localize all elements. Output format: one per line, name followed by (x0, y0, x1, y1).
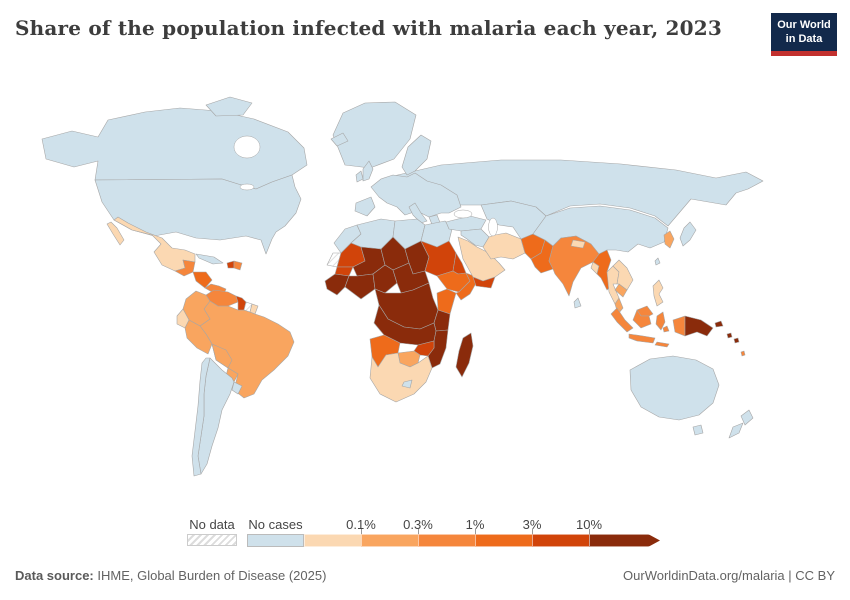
legend-color-bar (247, 534, 660, 547)
caspian-sea (488, 217, 498, 237)
country-guinea-group[interactable] (324, 273, 350, 296)
country-uruguay[interactable] (231, 381, 243, 395)
country-yemen[interactable] (472, 276, 496, 289)
hudson-bay (233, 135, 261, 159)
legend-no-data-label: No data (189, 517, 235, 532)
country-sri-lanka[interactable] (573, 297, 582, 309)
legend-tick-1: 1% (465, 517, 485, 532)
legend-tick-mark (361, 529, 362, 534)
country-madagascar[interactable] (455, 332, 474, 378)
legend-bin-3-10[interactable] (532, 534, 589, 547)
country-nz-north[interactable] (740, 409, 754, 426)
country-kenya[interactable] (436, 288, 457, 315)
country-guatemala[interactable] (174, 259, 196, 277)
country-lesser-sunda[interactable] (654, 341, 670, 348)
country-cuba[interactable] (195, 253, 224, 265)
legend-tick-0.1: 0.1% (346, 517, 376, 532)
owid-logo-box: Our World in Data (771, 13, 837, 51)
country-chile[interactable] (191, 357, 211, 477)
country-india[interactable] (548, 235, 600, 297)
country-dominican-republic[interactable] (233, 260, 243, 271)
data-source-text: IHME, Global Burden of Disease (2025) (93, 568, 327, 583)
country-australia[interactable] (629, 355, 720, 421)
country-java[interactable] (628, 333, 656, 344)
legend-bin-lt-0.1[interactable] (304, 534, 361, 547)
country-ivory-ghana[interactable] (344, 273, 376, 300)
country-lesotho[interactable] (401, 379, 413, 389)
footer-url-link[interactable]: OurWorldinData.org/malaria (623, 568, 785, 583)
legend-bin-1-3[interactable] (475, 534, 532, 547)
country-canada[interactable] (41, 107, 308, 190)
country-baja[interactable] (106, 221, 125, 246)
country-arctic-islands[interactable] (205, 96, 253, 117)
country-turkey[interactable] (445, 215, 487, 232)
black-sea (453, 209, 473, 219)
country-nepal-bhutan[interactable] (570, 239, 586, 249)
footer: Data source: IHME, Global Burden of Dise… (15, 568, 835, 583)
country-bolivia[interactable] (211, 343, 233, 369)
country-new-britain[interactable] (714, 320, 724, 328)
owid-logo[interactable]: Our World in Data (771, 13, 837, 56)
country-kalimantan[interactable] (632, 309, 652, 329)
legend-tick-mark (475, 529, 476, 534)
country-taiwan[interactable] (654, 257, 661, 266)
owid-logo-red-bar (771, 51, 837, 56)
country-honduras-nicaragua[interactable] (192, 271, 213, 289)
country-tasmania[interactable] (692, 424, 704, 436)
legend-bin-gt-10[interactable] (589, 534, 660, 547)
country-papua-indonesia[interactable] (672, 315, 686, 337)
country-japan[interactable] (679, 221, 697, 247)
country-europe-mainland[interactable] (370, 172, 462, 218)
legend-tick-mark (532, 529, 533, 534)
country-philippines[interactable] (652, 279, 664, 307)
country-greenland[interactable] (332, 101, 417, 169)
country-iberia[interactable] (354, 196, 376, 217)
country-levant-iraq[interactable] (460, 228, 490, 248)
country-sulawesi[interactable] (655, 311, 666, 331)
country-papua-new-guinea[interactable] (684, 315, 714, 337)
owid-logo-line1: Our World (777, 19, 831, 31)
data-source-line: Data source: IHME, Global Burden of Dise… (15, 568, 326, 583)
country-iceland[interactable] (330, 132, 349, 147)
country-korea[interactable] (663, 230, 675, 249)
country-vanuatu[interactable] (740, 350, 746, 357)
legend-tick-10: 10% (575, 517, 603, 532)
country-ecuador[interactable] (176, 308, 190, 329)
data-source-label: Data source: (15, 568, 94, 583)
country-nz-south[interactable] (728, 422, 744, 439)
country-cambodia[interactable] (614, 283, 628, 298)
country-italy[interactable] (408, 202, 428, 224)
legend-no-data-swatch[interactable] (187, 534, 237, 546)
country-solomon-1[interactable] (726, 332, 733, 339)
country-iran[interactable] (482, 232, 526, 260)
country-ireland[interactable] (355, 170, 364, 183)
legend-bin-0.3-1[interactable] (418, 534, 475, 547)
country-south-africa[interactable] (369, 352, 433, 403)
footer-right: OurWorldinData.org/malaria | CC BY (623, 568, 835, 583)
country-sumatra[interactable] (610, 307, 634, 333)
country-saudi-peninsula[interactable] (457, 236, 506, 282)
country-haiti[interactable] (226, 260, 235, 269)
great-lakes (239, 183, 255, 191)
owid-logo-line2: in Data (785, 33, 823, 45)
country-french-guiana[interactable] (249, 303, 259, 315)
country-scandinavia[interactable] (401, 134, 432, 176)
footer-separator: | (784, 568, 796, 583)
map-legend: No data No cases 0.1% 0.3% 1% 3% 10% (0, 517, 850, 549)
legend-no-cases-label: No cases (248, 517, 303, 532)
page-title: Share of the population infected with ma… (15, 16, 723, 40)
legend-tick-mark (589, 529, 590, 534)
legend-bin-no-cases[interactable] (247, 534, 304, 547)
legend-tick-mark (418, 529, 419, 534)
country-usa[interactable] (94, 174, 302, 255)
license-label: CC BY (795, 568, 835, 583)
world-choropleth-map (41, 96, 764, 477)
legend-tick-0.3: 0.3% (403, 517, 433, 532)
country-moluccas[interactable] (662, 325, 670, 333)
country-thailand[interactable] (606, 265, 620, 305)
legend-bin-0.1-0.3[interactable] (361, 534, 418, 547)
country-solomon-2[interactable] (733, 337, 740, 344)
legend-tick-3: 3% (522, 517, 542, 532)
